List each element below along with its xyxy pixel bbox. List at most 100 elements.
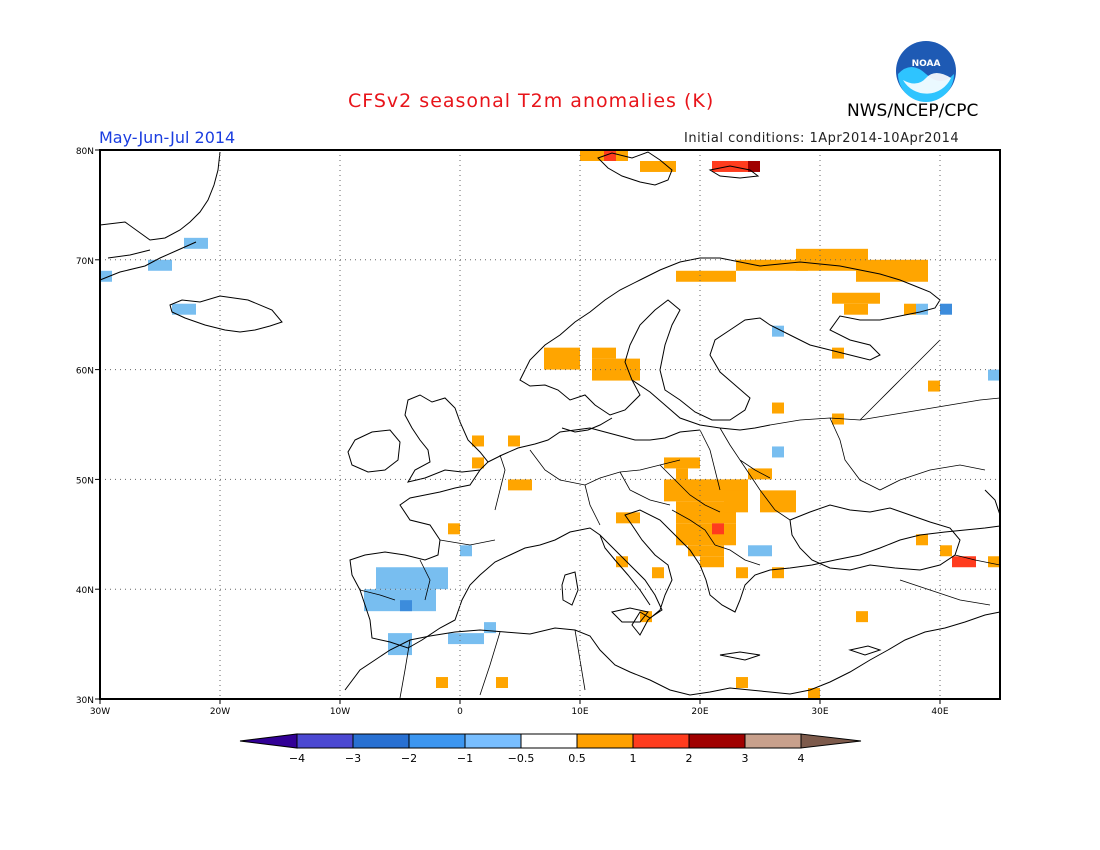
colorbar-label: −3 <box>345 752 361 765</box>
colorbar-segment <box>408 733 466 749</box>
coastline-svalbard <box>597 151 760 186</box>
coastline-caspian <box>984 489 1001 516</box>
coastline-cyprus <box>848 645 882 656</box>
anomaly-cell <box>172 303 196 315</box>
colorbar-label: 1 <box>630 752 637 765</box>
anomaly-cell <box>592 347 616 359</box>
anomaly-cell <box>400 600 412 612</box>
colorbar-label: 4 <box>798 752 805 765</box>
anomaly-cell <box>952 556 976 568</box>
anomaly-cell <box>796 248 868 271</box>
anomaly-cell <box>376 567 448 590</box>
anomaly-cell <box>640 611 652 623</box>
colorbar-label: −0.5 <box>508 752 535 765</box>
lat-tick-label: 70N <box>76 257 94 267</box>
graticule <box>100 150 1000 699</box>
colorbar-min-arrow <box>239 733 298 749</box>
anomaly-cell <box>916 303 928 315</box>
coastlines <box>99 151 1001 699</box>
anomaly-cell <box>388 633 412 656</box>
lon-tick-label: 0 <box>457 707 463 717</box>
anomaly-cell <box>472 457 484 469</box>
colorbar-label: 2 <box>686 752 693 765</box>
lon-tick-label: 10W <box>330 707 350 717</box>
lon-tick-label: 40E <box>931 707 948 717</box>
coastline-sardinia <box>561 571 579 606</box>
coastline-black-sea <box>789 504 961 571</box>
anomaly-cell <box>940 303 952 315</box>
anomaly-cell <box>616 556 628 568</box>
anomaly-cell <box>988 556 1000 568</box>
anomaly-cell <box>988 369 1000 381</box>
coastline-scandinavia <box>519 257 941 421</box>
anomaly-cell <box>448 523 460 535</box>
anomaly-cell <box>664 457 700 469</box>
lat-tick-label: 50N <box>76 476 94 486</box>
noaa-logo: NOAA <box>896 41 956 102</box>
coastline-crete <box>719 651 761 661</box>
colorbar-segment <box>744 733 802 749</box>
anomaly-layer <box>100 150 1000 699</box>
anomaly-cell <box>808 688 820 699</box>
anomaly-cell <box>748 160 760 172</box>
anomaly-cell <box>748 545 772 557</box>
colorbar-label: 3 <box>742 752 749 765</box>
coastline-italy <box>599 534 651 606</box>
lat-tick-label: 60N <box>76 367 94 377</box>
anomaly-cell <box>436 677 448 689</box>
anomaly-cell <box>772 567 784 579</box>
colorbar-segment <box>464 733 522 749</box>
anomaly-cell <box>916 534 928 546</box>
anomaly-cell <box>856 259 928 282</box>
anomaly-cell <box>148 259 172 271</box>
colorbar-label: 0.5 <box>568 752 586 765</box>
anomaly-cell <box>688 545 724 557</box>
colorbar-segment <box>352 733 410 749</box>
lon-tick-label: 10E <box>571 707 588 717</box>
lon-tick-label: 30E <box>811 707 828 717</box>
anomaly-cell <box>652 567 664 579</box>
colorbar-label: −2 <box>401 752 417 765</box>
season-label: May-Jun-Jul 2014 <box>99 128 236 147</box>
anomaly-cell <box>448 633 484 645</box>
anomaly-cell <box>928 380 940 392</box>
anomaly-cell <box>736 677 748 689</box>
anomaly-cell <box>676 501 736 524</box>
anomaly-cell <box>700 556 712 568</box>
longitude-labels: 30W 20W 10W 0 10E 20E 30E 40E <box>90 699 949 717</box>
colorbar-label: −4 <box>289 752 305 765</box>
initial-conditions-label: Initial conditions: 1Apr2014-10Apr2014 <box>684 131 960 146</box>
lat-tick-label: 80N <box>76 147 94 157</box>
logo-text: NOAA <box>912 59 941 69</box>
lat-tick-label: 40N <box>76 586 94 596</box>
colorbar-label: −1 <box>457 752 473 765</box>
anomaly-cell <box>772 402 784 414</box>
anomaly-cell <box>640 160 676 172</box>
anomaly-cell <box>940 545 952 557</box>
anomaly-cell <box>676 523 736 546</box>
anomaly-cell <box>772 446 784 458</box>
map-frame <box>99 149 1001 700</box>
lat-tick-label: 30N <box>76 696 94 706</box>
anomaly-cell <box>508 435 520 447</box>
anomaly-cell <box>712 523 724 535</box>
coastline-north-africa <box>344 611 1001 696</box>
anomaly-cell <box>832 413 844 425</box>
anomaly-cell <box>616 512 640 524</box>
coastline-north-sea <box>487 427 701 463</box>
anomaly-cell <box>508 479 532 491</box>
anomaly-cell <box>676 468 688 480</box>
anomaly-cell <box>184 237 208 249</box>
coastline-great-britain <box>404 394 489 483</box>
anomaly-cell <box>724 490 748 513</box>
anomaly-cell <box>844 303 868 315</box>
anomaly-cell <box>712 556 724 568</box>
colorbar-segment <box>576 733 634 749</box>
coastline-sicily <box>611 607 649 623</box>
anomaly-cell <box>484 622 496 634</box>
lon-tick-label: 20E <box>691 707 708 717</box>
colorbar-segment <box>520 733 578 749</box>
anomaly-cell <box>460 545 472 557</box>
anomaly-cell <box>676 270 736 282</box>
